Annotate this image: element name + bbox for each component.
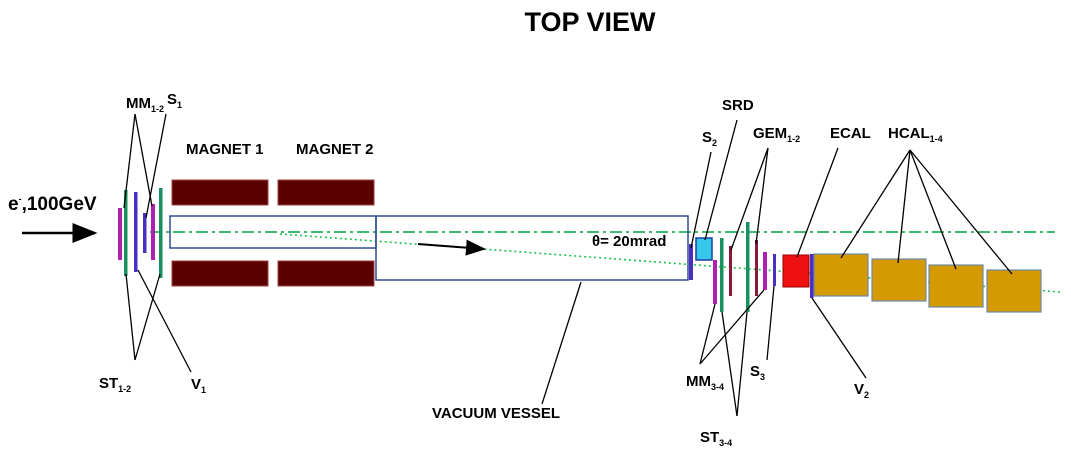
magnet-1-upper (171, 179, 269, 206)
straw-tube-2 (159, 188, 163, 278)
v1-label: V1 (191, 376, 206, 395)
st34-label: ST3-4 (700, 429, 732, 448)
s1-label: S1 (167, 91, 182, 110)
magnet-1-label: MAGNET 1 (186, 141, 264, 158)
micromegas-1 (118, 208, 122, 260)
magnet-2-lower (277, 260, 375, 287)
hcal-1 (813, 253, 869, 297)
hcal-4 (986, 269, 1042, 313)
counter-s1-a (134, 192, 138, 272)
straw-tube-1 (124, 190, 128, 276)
vacuum-vessel-wide (375, 215, 689, 281)
micromegas-3 (713, 260, 717, 304)
mm12-label: MM1-2 (126, 95, 164, 114)
srd-label: SRD (722, 97, 754, 114)
hcal-2 (871, 258, 927, 302)
ecal (782, 254, 810, 288)
s3-label: S3 (750, 363, 765, 382)
veto-v2 (810, 254, 814, 298)
s2-label: S2 (702, 129, 717, 148)
hcal-3 (928, 264, 984, 308)
gem-1 (729, 246, 732, 296)
srd (695, 237, 713, 261)
vacuum-vessel-label: VACUUM VESSEL (432, 405, 560, 422)
st12-label: ST1-2 (99, 375, 131, 394)
hcal14-label: HCAL1-4 (888, 125, 943, 144)
counter-s1-b (143, 213, 147, 253)
counter-s2 (689, 244, 693, 280)
theta-label: θ= 20mrad (592, 233, 666, 250)
v2-label: V2 (854, 381, 869, 400)
gem-2 (755, 240, 758, 296)
straw-tube-4 (746, 222, 750, 312)
counter-s3 (773, 254, 776, 286)
micromegas-2 (151, 204, 155, 260)
magnet-1-lower (171, 260, 269, 287)
deflection-arrow (417, 239, 486, 256)
mm34-label: MM3-4 (686, 373, 724, 392)
ecal-label: ECAL (830, 125, 871, 142)
beam-label: e-,100GeV (8, 194, 97, 215)
page-title: TOP VIEW (524, 7, 656, 37)
straw-tube-3 (720, 238, 724, 312)
gem12-label: GEM1-2 (753, 125, 800, 144)
magnet-2-upper (277, 179, 375, 206)
magnet-2-label: MAGNET 2 (296, 141, 374, 158)
micromegas-4 (763, 252, 767, 290)
